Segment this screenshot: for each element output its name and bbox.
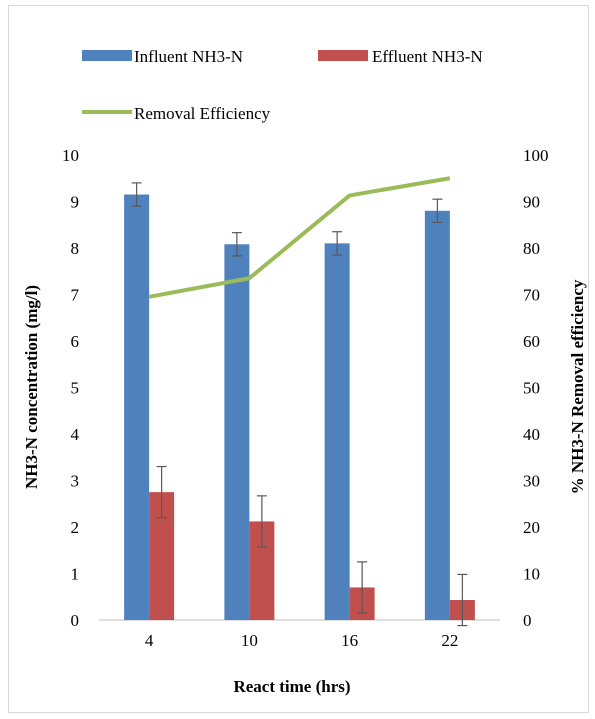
legend-label-effluent: Effluent NH3-N — [372, 47, 483, 66]
x-tick-label: 10 — [241, 631, 258, 650]
y2-tick-label: 30 — [523, 472, 540, 491]
y2-tick-label: 10 — [523, 565, 540, 584]
y-tick-label: 8 — [71, 239, 80, 258]
chart-frame — [8, 5, 589, 713]
y-tick-label: 10 — [62, 146, 79, 165]
legend: Influent NH3-N Effluent NH3-N Removal Ef… — [82, 47, 483, 123]
removal-efficiency-line — [148, 176, 451, 299]
y2-tick-label: 20 — [523, 518, 540, 537]
legend-label-influent: Influent NH3-N — [134, 47, 243, 66]
y-axis-title: NH3-N concentration (mg/l) — [22, 285, 41, 489]
influent-bar — [124, 194, 150, 620]
y2-tick-label: 40 — [523, 425, 540, 444]
y2-tick-label: 60 — [523, 332, 540, 351]
y-tick-label: 7 — [71, 286, 80, 305]
x-axis-title: React time (hrs) — [233, 677, 350, 696]
x-tick-label: 16 — [341, 631, 358, 650]
y-tick-label: 1 — [71, 565, 80, 584]
x-tick-label: 4 — [145, 631, 154, 650]
influent-bar — [424, 210, 450, 621]
y2-tick-label: 50 — [523, 379, 540, 398]
influent-bar — [224, 244, 250, 620]
legend-item-influent: Influent NH3-N — [82, 47, 243, 66]
y-tick-label: 4 — [71, 425, 80, 444]
legend-item-effluent: Effluent NH3-N — [318, 47, 483, 66]
legend-swatch-effluent — [318, 50, 368, 61]
y-tick-label: 3 — [71, 472, 80, 491]
y2-axis-title: % NH3-N Removal efficiency — [568, 279, 587, 494]
legend-label-removal: Removal Efficiency — [134, 104, 271, 123]
y2-tick-label: 90 — [523, 193, 540, 212]
y-tick-label: 6 — [71, 332, 80, 351]
y-tick-label: 0 — [71, 611, 80, 630]
y-tick-label: 5 — [71, 379, 80, 398]
y2-tick-label: 100 — [523, 146, 549, 165]
x-tick-label: 22 — [441, 631, 458, 650]
y2-tick-label: 80 — [523, 239, 540, 258]
y-tick-label: 2 — [71, 518, 80, 537]
y2-tick-label: 0 — [523, 611, 532, 630]
legend-item-removal: Removal Efficiency — [82, 104, 271, 123]
y-tick-label: 9 — [71, 193, 80, 212]
y2-tick-label: 70 — [523, 286, 540, 305]
influent-bar — [324, 243, 350, 620]
legend-swatch-influent — [82, 50, 132, 61]
